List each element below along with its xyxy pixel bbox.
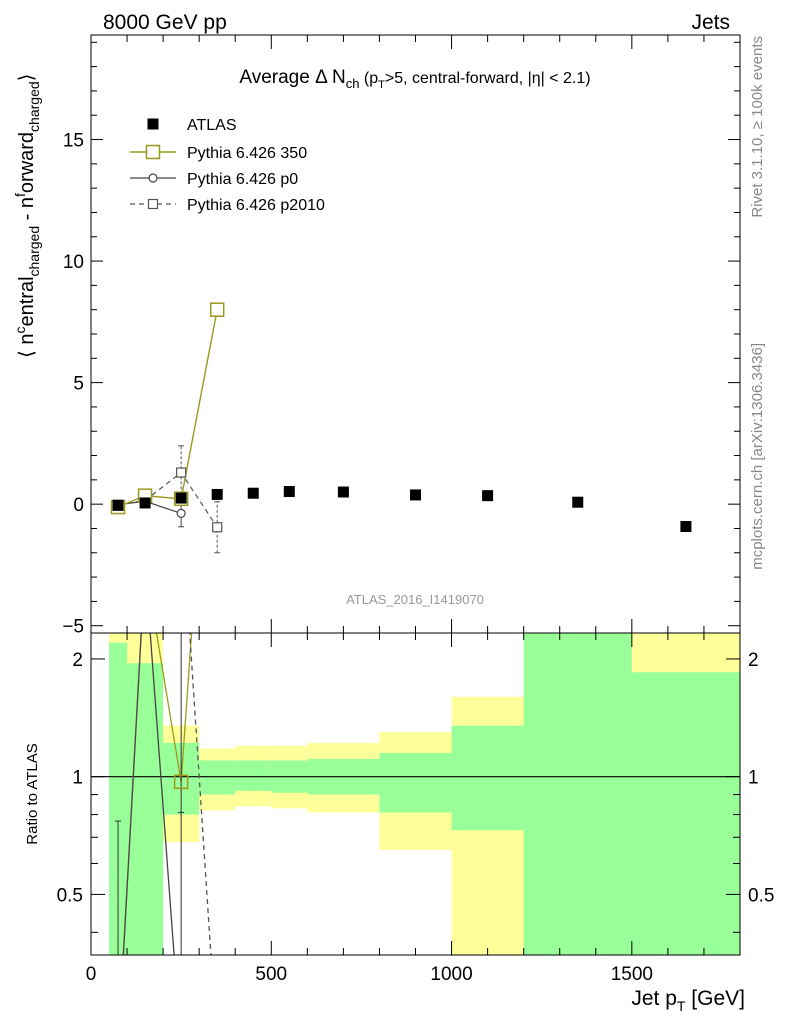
atlas-point xyxy=(112,499,124,511)
ratio-band-green xyxy=(523,633,632,955)
x-axis-label: Jet pT [GeV] xyxy=(631,987,745,1014)
title-open: (p xyxy=(359,70,378,87)
watermark: ATLAS_2016_I1419070 xyxy=(346,592,484,607)
title-rest: >5, central-forward, |η| < 2.1) xyxy=(385,70,591,87)
ratio-panel: 0.5 0.5 1 1 2 2 0 500 1000 1500 xyxy=(57,632,774,985)
main-panel: ATLAS_2016_I1419070 −5 0 5 10 15 xyxy=(62,34,741,638)
ratio-y-tick-label: 0.5 xyxy=(748,885,774,906)
atlas-point xyxy=(283,486,295,498)
ratio-band-green xyxy=(379,752,452,813)
pythia-350-point xyxy=(209,302,225,317)
atlas-point xyxy=(247,487,259,499)
legend-label: ATLAS xyxy=(187,117,237,134)
series-line xyxy=(117,471,218,528)
ratio-350-point xyxy=(173,774,189,790)
ratio-band-green xyxy=(199,760,236,795)
ratio-y-tick-label: 1 xyxy=(748,768,759,789)
x-tick-label: 0 xyxy=(86,964,97,985)
main-y-tick-label: −5 xyxy=(62,617,84,638)
legend-p0-marker xyxy=(148,173,158,183)
ratio-y-tick-label: 2 xyxy=(72,650,83,671)
ratio-y-tick-label: 2 xyxy=(748,650,759,671)
ratio-curves xyxy=(115,633,212,955)
p2010-point xyxy=(176,467,187,478)
title-T: T xyxy=(378,79,385,91)
main-y-tick-label: 5 xyxy=(73,374,84,395)
legend-label: Pythia 6.426 350 xyxy=(187,145,307,162)
atlas-point xyxy=(175,492,187,504)
atlas-point xyxy=(482,490,494,502)
atlas-point xyxy=(337,486,349,498)
main-series xyxy=(110,302,692,554)
atlas-point xyxy=(572,496,584,508)
series-line xyxy=(117,309,218,508)
mcplots-label: mcplots.cern.ch [arXiv:1306.3436] xyxy=(749,343,766,570)
ratio-band-green xyxy=(631,672,740,955)
ratio-y-label: Ratio to ATLAS xyxy=(24,743,41,844)
title-ch: ch xyxy=(346,76,360,91)
legend: ATLAS Pythia 6.426 350 Pythia 6.426 p0 Pyth… xyxy=(130,117,325,214)
atlas-point xyxy=(680,521,692,533)
ratio-frame xyxy=(90,632,741,956)
main-y-tick-label: 0 xyxy=(73,495,84,516)
main-y-label: ⟨ ncentralcharged - nforwardcharged⟩ xyxy=(12,74,42,358)
rivet-label: Rivet 3.1.10, ≥ 100k events xyxy=(749,36,766,218)
header-left: 8000 GeV pp xyxy=(103,11,227,34)
ratio-y-tick-label: 0.5 xyxy=(57,885,83,906)
ratio-bands xyxy=(109,633,740,955)
legend-350-marker xyxy=(145,144,161,160)
ratio-y-tick-label: 1 xyxy=(72,768,83,789)
atlas-point xyxy=(211,488,223,500)
x-tick-label: 1500 xyxy=(611,964,653,985)
p2010-point xyxy=(212,522,223,533)
x-tick-label: 1000 xyxy=(430,964,472,985)
x-tick-label: 500 xyxy=(255,964,287,985)
legend-atlas-marker xyxy=(147,118,159,130)
ratio-band-green xyxy=(109,642,128,955)
ratio-band-green xyxy=(127,663,164,955)
chart-title: Average Δ Nch (pT>5, central-forward, |η… xyxy=(239,67,590,91)
main-y-tick-label: 10 xyxy=(63,252,84,273)
main-y-ticks: −5 0 5 10 15 xyxy=(62,35,741,638)
title-main: Average xyxy=(239,67,309,88)
atlas-point xyxy=(139,497,151,509)
main-y-tick-label: 15 xyxy=(63,131,84,152)
atlas-point xyxy=(410,489,421,501)
legend-label: Pythia 6.426 p0 xyxy=(187,171,298,188)
legend-label: Pythia 6.426 p2010 xyxy=(187,197,325,214)
legend-p2010-marker xyxy=(147,198,159,210)
title-delta: Δ N xyxy=(315,67,346,88)
ratio-band-green xyxy=(235,760,272,791)
header-right: Jets xyxy=(691,11,730,34)
ratio-band-green xyxy=(451,725,524,831)
p0-point xyxy=(176,508,186,519)
ratio-series xyxy=(91,633,740,955)
ratio-line xyxy=(122,633,212,955)
ratio-ticks: 0.5 0.5 1 1 2 2 0 500 1000 1500 xyxy=(57,633,774,985)
